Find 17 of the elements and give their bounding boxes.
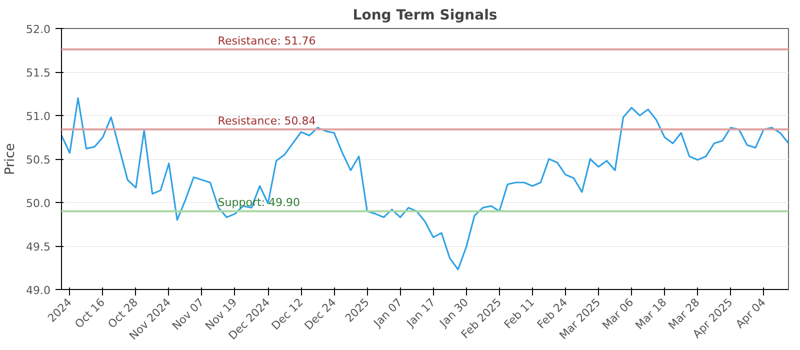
y-tick-label: 51.5 [26,66,51,80]
ref-line-label: Resistance: 50.84 [218,114,316,128]
ref-line-label: Resistance: 51.76 [218,34,316,48]
chart-title: Long Term Signals [352,8,498,24]
y-tick-label: 49.0 [26,284,51,297]
y-tick-label: 49.5 [26,240,51,254]
x-tick-label: Oct 16 [72,296,108,331]
y-tick-label: 51.0 [26,110,51,123]
x-tick-label: Apr 04 [733,296,768,331]
x-tick-label: Jan 17 [404,296,438,330]
y-tick-label: 52.0 [26,23,51,36]
x-tick-label: Jan 07 [370,296,405,330]
line-series [62,97,788,270]
x-tick-label: Feb 11 [502,296,538,332]
y-tick-label: 50.5 [26,154,51,166]
y-axis-title: Price [3,143,18,175]
y-tick-label: 50.0 [26,197,51,210]
